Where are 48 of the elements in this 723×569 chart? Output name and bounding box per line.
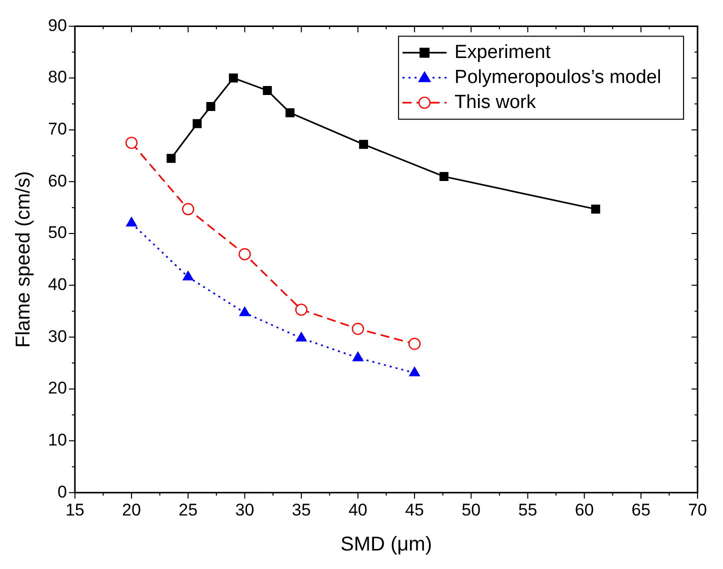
x-tick-label: 20 xyxy=(122,500,141,520)
x-tick-label: 30 xyxy=(235,500,254,520)
point xyxy=(182,203,194,216)
point xyxy=(286,108,294,118)
point xyxy=(439,172,448,181)
point xyxy=(296,332,307,342)
legend-label: Polymeropoulos’s model xyxy=(454,66,662,88)
point xyxy=(359,140,368,149)
x-tick-label: 70 xyxy=(688,500,708,520)
y-tick-label: 20 xyxy=(48,378,67,398)
y-tick-label: 50 xyxy=(48,223,67,242)
x-tick-label: 45 xyxy=(405,500,424,520)
y-tick-label: 30 xyxy=(48,326,67,346)
x-axis-title: SMD (μm) xyxy=(340,534,432,556)
x-tick-label: 15 xyxy=(65,500,84,520)
x-tick-label: 60 xyxy=(574,500,594,520)
point xyxy=(239,306,250,316)
y-tick-label: 80 xyxy=(48,68,67,87)
point xyxy=(228,74,238,83)
x-tick-label: 55 xyxy=(518,500,538,520)
point xyxy=(238,248,251,260)
point xyxy=(295,304,308,316)
x-tick-label: 50 xyxy=(462,500,481,520)
x-tick-label: 40 xyxy=(348,500,368,520)
point xyxy=(591,204,600,214)
point xyxy=(126,217,137,226)
legend-label: Experiment xyxy=(454,42,552,63)
point xyxy=(409,366,420,376)
point xyxy=(408,338,421,350)
point xyxy=(182,270,194,280)
point xyxy=(166,154,176,163)
y-axis-title: Flame speed (cm/s) xyxy=(12,171,35,348)
point xyxy=(206,102,216,112)
y-tick-label: 0 xyxy=(57,482,67,502)
y-tick-label: 90 xyxy=(48,16,67,35)
y-tick-label: 40 xyxy=(48,275,67,294)
x-tick-label: 35 xyxy=(292,500,311,520)
legend-label: This work xyxy=(454,92,536,113)
point xyxy=(352,352,364,362)
x-tick-label: 65 xyxy=(631,500,650,520)
point xyxy=(125,136,138,149)
x-tick-label: 25 xyxy=(178,500,198,520)
y-tick-label: 70 xyxy=(48,120,67,139)
y-tick-label: 10 xyxy=(48,430,67,450)
point xyxy=(192,119,202,128)
point xyxy=(352,322,364,335)
y-tick-label: 60 xyxy=(48,171,67,190)
point xyxy=(262,86,272,95)
